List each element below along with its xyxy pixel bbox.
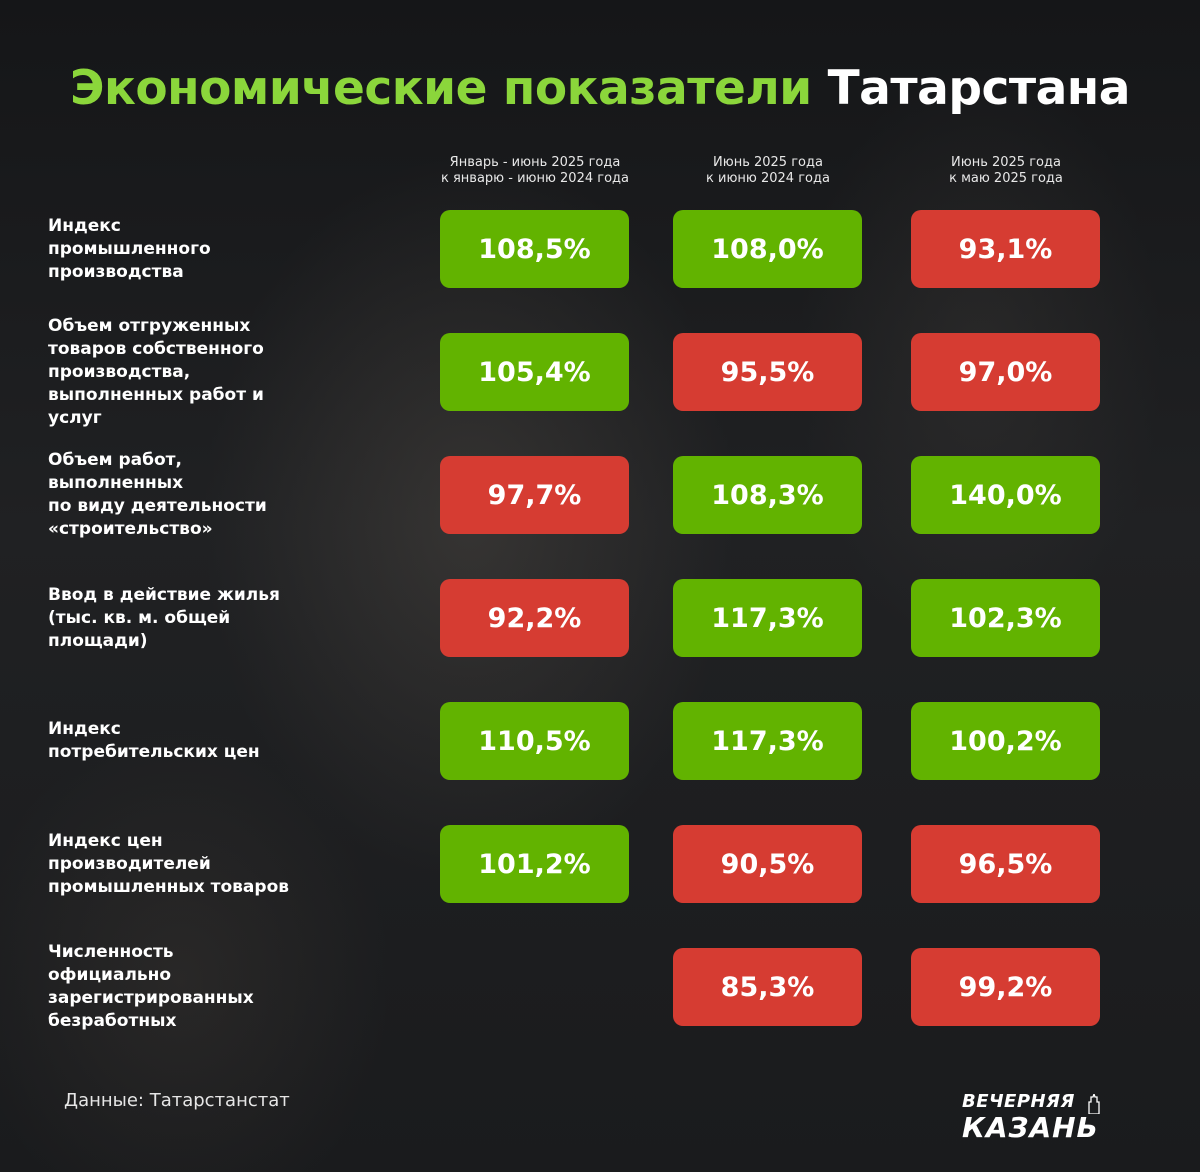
row-label-text-4: Ввод в действие жилья (тыс. кв. м. общей… <box>48 584 280 651</box>
row-label-text-7: Численность официально зарегистрированны… <box>48 942 254 1031</box>
value-cell-r7-c2: 85,3% <box>673 948 862 1026</box>
value-cell-r6-c2: 90,5% <box>673 825 862 903</box>
value-cell-r3-c3: 140,0% <box>911 456 1100 534</box>
value-cell-r5-c2: 117,3% <box>673 702 862 780</box>
row-label-4: Ввод в действие жилья (тыс. кв. м. общей… <box>48 558 338 678</box>
value-cell-r4-c1: 92,2% <box>440 579 629 657</box>
column-header-1-line-1: Январь - июнь 2025 года <box>449 155 621 170</box>
column-header-1-line-2: к январю - июню 2024 года <box>440 171 629 186</box>
value-cell-r5-c3: 100,2% <box>911 702 1100 780</box>
row-label-text-5: Индекс потребительских цен <box>48 719 260 762</box>
value-cell-r2-c1: 105,4% <box>440 333 629 411</box>
title-part-2: Татарстана <box>827 61 1131 116</box>
value-cell-r7-c3: 99,2% <box>911 948 1100 1026</box>
data-source: Данные: Татарстанстат <box>64 1090 290 1111</box>
row-label-6: Индекс цен производителей промышленных т… <box>48 804 338 924</box>
row-label-3: Объем работ, выполненных по виду деятель… <box>48 435 338 555</box>
value-cell-r1-c3: 93,1% <box>911 210 1100 288</box>
value-cell-r3-c1: 97,7% <box>440 456 629 534</box>
title-part-1: Экономические показатели <box>69 61 812 116</box>
column-header-2-line-1: Июнь 2025 года <box>713 155 823 170</box>
column-header-1: Январь - июнь 2025 года к январю - июню … <box>405 155 665 187</box>
value-cell-r5-c1: 110,5% <box>440 702 629 780</box>
row-label-2: Объем отгруженных товаров собственного п… <box>48 312 338 432</box>
value-cell-r6-c3: 96,5% <box>911 825 1100 903</box>
column-header-3-line-1: Июнь 2025 года <box>951 155 1061 170</box>
page-title: Экономические показатели Татарстана <box>0 52 1200 126</box>
brand-logo: ВЕЧЕРНЯЯ КАЗАНЬ <box>962 1092 1102 1144</box>
row-label-text-1: Индекс промышленного производства <box>48 215 211 282</box>
column-header-3-line-2: к маю 2025 года <box>949 171 1063 186</box>
value-cell-r1-c2: 108,0% <box>673 210 862 288</box>
column-header-2-line-2: к июню 2024 года <box>706 171 830 186</box>
value-cell-r3-c2: 108,3% <box>673 456 862 534</box>
value-cell-r1-c1: 108,5% <box>440 210 629 288</box>
logo-line-2: КАЗАНЬ <box>962 1111 1099 1144</box>
column-header-2: Июнь 2025 года к июню 2024 года <box>638 155 898 187</box>
value-cell-r2-c2: 95,5% <box>673 333 862 411</box>
row-label-7: Численность официально зарегистрированны… <box>48 927 338 1047</box>
kremlin-tower-icon <box>1088 1094 1100 1114</box>
value-cell-r4-c2: 117,3% <box>673 579 862 657</box>
column-header-3: Июнь 2025 года к маю 2025 года <box>876 155 1136 187</box>
logo-line-1: ВЕЧЕРНЯЯ <box>962 1091 1075 1112</box>
value-cell-r2-c3: 97,0% <box>911 333 1100 411</box>
row-label-text-3: Объем работ, выполненных по виду деятель… <box>48 450 267 539</box>
row-label-text-6: Индекс цен производителей промышленных т… <box>48 830 290 897</box>
value-cell-r6-c1: 101,2% <box>440 825 629 903</box>
value-cell-r4-c3: 102,3% <box>911 579 1100 657</box>
row-label-5: Индекс потребительских цен <box>48 681 338 801</box>
row-label-1: Индекс промышленного производства <box>48 189 338 309</box>
row-label-text-2: Объем отгруженных товаров собственного п… <box>48 315 264 428</box>
